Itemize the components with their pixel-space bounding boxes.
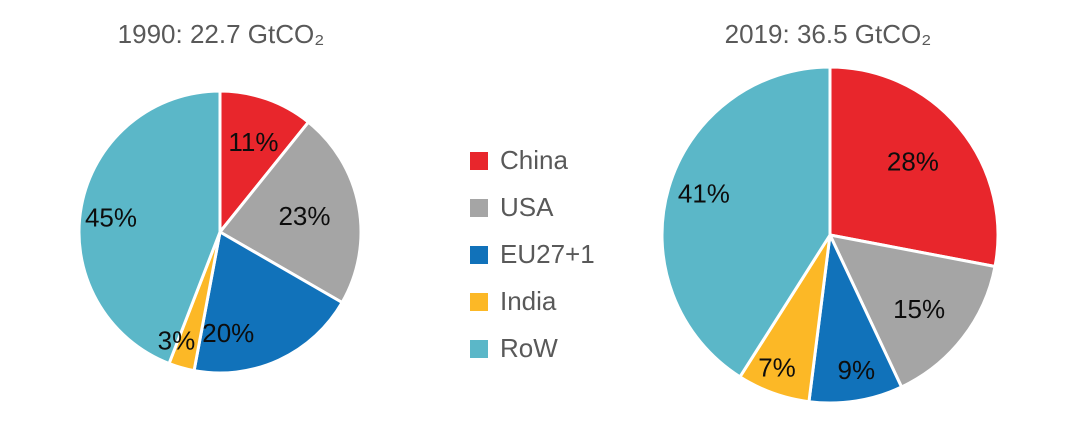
slice-label-india-2019: 7% — [758, 353, 796, 383]
pie-slice-china-1990 — [218, 89, 310, 234]
pie-chart-2019: 28% 15% 9% 7% 41% — [660, 65, 1000, 405]
pie-slice-china-2019 — [828, 65, 1000, 268]
pie-2019-title: 2019: 36.5 GtCO₂ — [724, 19, 932, 49]
slice-label-china-2019: 28% — [887, 146, 939, 176]
legend-item-usa: USA — [470, 191, 595, 224]
legend-swatch-eu27-1 — [470, 245, 488, 264]
legend-item-india: India — [470, 285, 595, 318]
slice-label-eu27-1-1990: 20% — [202, 318, 254, 348]
slice-label-eu27-1-2019: 9% — [838, 355, 876, 385]
pie-chart-1990: 11% 23% 20%3% 45% — [77, 89, 363, 375]
pie-slice-row-2019 — [660, 65, 832, 379]
legend-label-india: India — [500, 286, 557, 316]
legend-swatch-china — [470, 151, 488, 170]
legend-item-row: RoW — [470, 332, 595, 365]
legend-label-eu27-1: EU27+1 — [500, 239, 595, 269]
legend-item-china: China — [470, 144, 595, 177]
legend-label-row: RoW — [500, 333, 558, 363]
pie-slice-usa-1990 — [218, 120, 363, 304]
slice-label-row-1990: 45% — [85, 203, 137, 233]
legend-label-usa: USA — [500, 192, 554, 222]
legend-item-eu27-1: EU27+1 — [470, 238, 595, 271]
slice-label-usa-1990: 23% — [278, 201, 330, 231]
legend-swatch-usa — [470, 198, 488, 217]
slice-label-china-1990: 11% — [228, 127, 278, 157]
slice-label-usa-2019: 15% — [893, 294, 945, 324]
slice-label-row-2019: 41% — [678, 179, 730, 209]
slice-label-india-1990: 3% — [158, 326, 196, 356]
pie-slice-usa-2019 — [828, 233, 997, 389]
legend-swatch-india — [470, 292, 488, 311]
legend: China USA EU27+1 India RoW — [470, 144, 595, 365]
pie-1990-title: 1990: 22.7 GtCO₂ — [117, 19, 325, 49]
pie-slice-eu27-1-2019 — [807, 233, 904, 405]
pie-slice-eu27-1-1990 — [192, 230, 344, 375]
legend-label-china: China — [500, 145, 568, 175]
pie-slice-row-1990 — [77, 89, 222, 365]
legend-swatch-row — [470, 339, 488, 358]
